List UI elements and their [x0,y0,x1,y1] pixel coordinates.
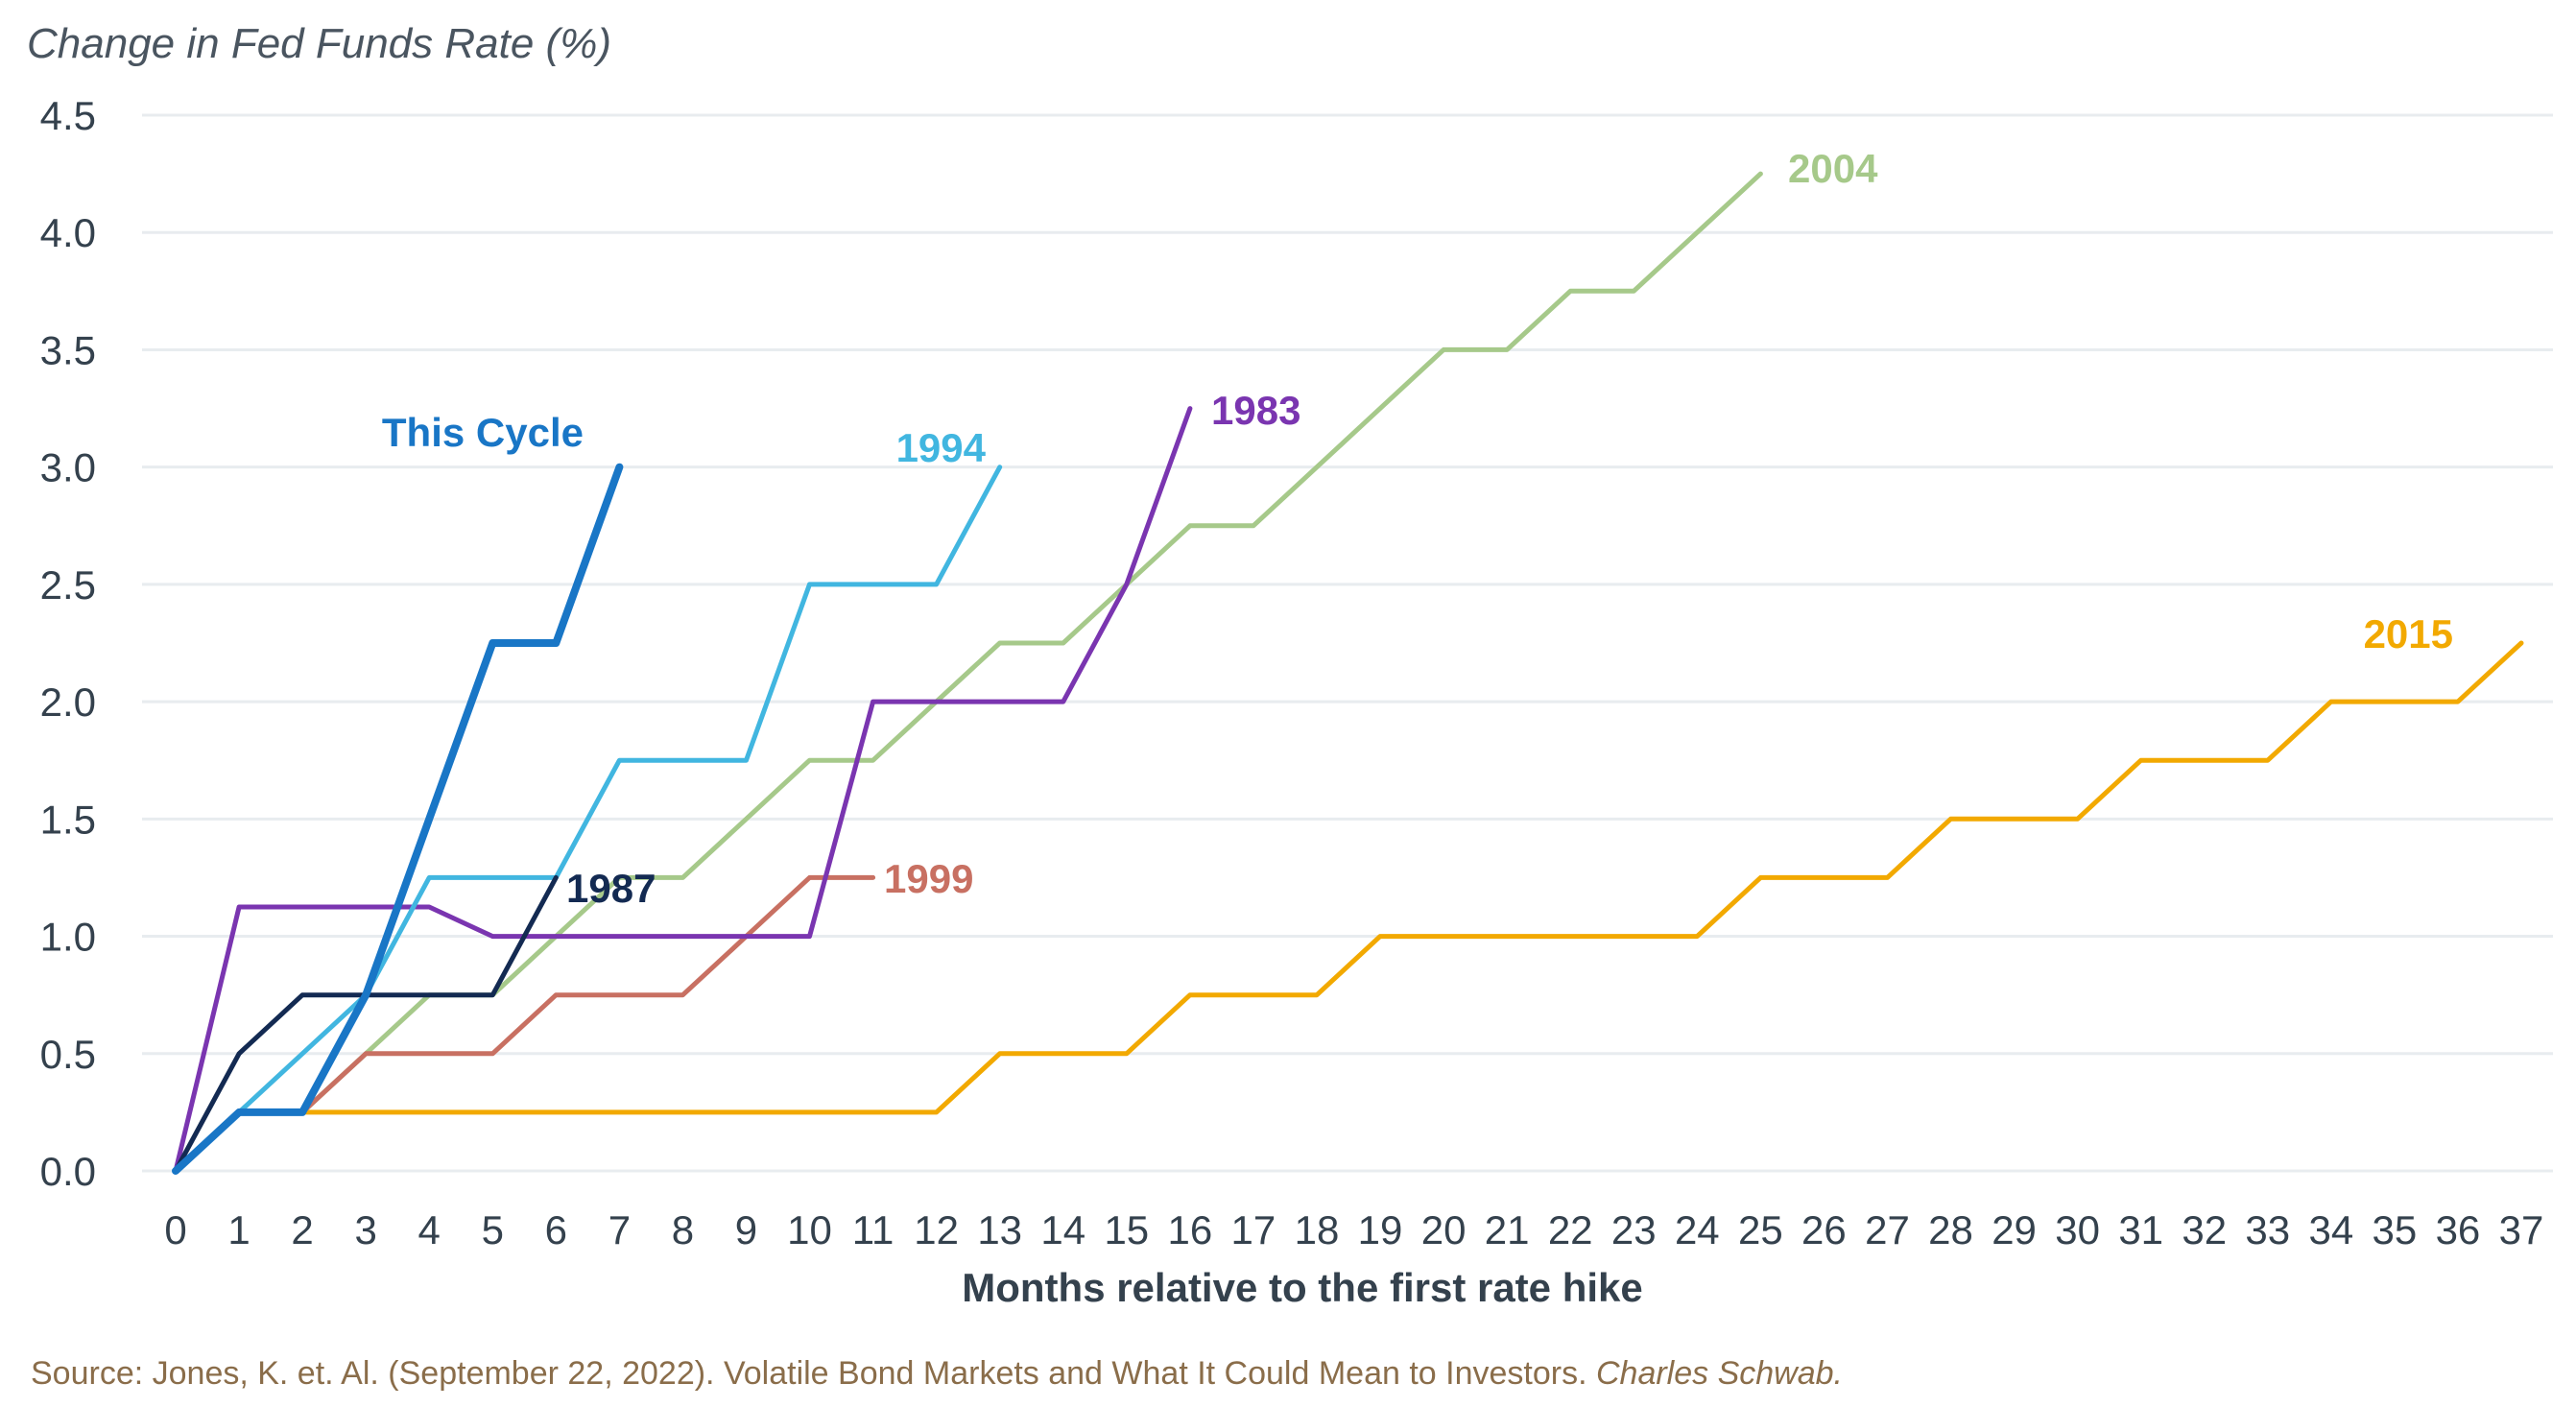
x-tick-label: 24 [1675,1207,1720,1252]
x-tick-label: 22 [1548,1207,1593,1252]
x-axis-ticks: 0 1 2 3 4 5 6 7 8 9 10 11 12 13 14 15 16 17 18 19 20 21 22 23 24… [164,1207,2543,1252]
source-text: Source: Jones, K. et. Al. (September 22,… [31,1355,1596,1392]
x-tick-label: 28 [1928,1207,1973,1252]
series-label-1994: 1994 [896,425,987,470]
x-tick-label: 30 [2055,1207,2100,1252]
source-publisher: Charles Schwab. [1595,1355,1843,1392]
series-line-1987 [173,874,559,1174]
series-label-1999: 1999 [884,856,973,901]
x-tick-label: 32 [2182,1207,2227,1252]
x-tick-label: 0 [164,1207,186,1252]
y-tick-label: 4.5 [40,93,96,138]
x-tick-label: 16 [1168,1207,1213,1252]
x-tick-label: 7 [608,1207,631,1252]
series-line-1983 [173,406,1193,1174]
source-note: Source: Jones, K. et. Al. (September 22,… [31,1355,1843,1393]
y-tick-label: 1.0 [40,915,96,960]
x-tick-label: 14 [1040,1207,1085,1252]
x-tick-label: 26 [1801,1207,1847,1252]
y-axis-ticks: 0.0 0.5 1.0 1.5 2.0 2.5 3.0 3.5 4.0 4.5 [40,93,96,1194]
x-tick-label: 27 [1865,1207,1910,1252]
x-tick-label: 21 [1485,1207,1530,1252]
y-tick-label: 3.5 [40,327,96,372]
y-tick-label: 4.0 [40,210,96,255]
series-label-1987: 1987 [566,866,656,911]
series-line-1999 [173,874,876,1174]
x-tick-label: 19 [1358,1207,1403,1252]
x-tick-label: 31 [2118,1207,2163,1252]
x-tick-label: 29 [1992,1207,2037,1252]
x-tick-label: 23 [1611,1207,1657,1252]
series-labels: 2015 2004 1999 1983 1994 1987 This Cycle [382,146,2453,911]
y-tick-label: 1.5 [40,797,96,842]
x-tick-label: 9 [735,1207,757,1252]
x-tick-label: 3 [354,1207,376,1252]
x-tick-label: 17 [1231,1207,1276,1252]
x-tick-label: 5 [482,1207,504,1252]
x-tick-label: 34 [2308,1207,2353,1252]
y-tick-label: 2.0 [40,680,96,725]
x-tick-label: 33 [2245,1207,2290,1252]
x-tick-label: 13 [977,1207,1022,1252]
x-tick-label: 2 [291,1207,313,1252]
series-line-2015 [173,640,2524,1174]
series-line-this-cycle [172,463,624,1175]
x-tick-label: 1 [227,1207,250,1252]
y-axis-label: Change in Fed Funds Rate (%) [27,20,611,67]
series-lines [172,171,2524,1175]
x-tick-label: 4 [418,1207,441,1252]
x-tick-label: 37 [2499,1207,2544,1252]
x-tick-label: 36 [2436,1207,2481,1252]
y-tick-label: 0.5 [40,1032,96,1077]
y-tick-label: 2.5 [40,562,96,608]
x-tick-label: 6 [545,1207,567,1252]
x-tick-label: 12 [914,1207,959,1252]
x-tick-label: 35 [2373,1207,2418,1252]
x-axis-label: Months relative to the first rate hike [962,1265,1643,1310]
x-tick-label: 25 [1738,1207,1783,1252]
series-line-1994 [173,465,1003,1174]
series-label-2004: 2004 [1788,146,1878,191]
x-tick-label: 11 [852,1207,894,1252]
x-tick-label: 8 [672,1207,694,1252]
series-label-2015: 2015 [2364,611,2453,656]
x-tick-label: 10 [787,1207,832,1252]
y-tick-label: 0.0 [40,1149,96,1194]
series-label-this-cycle: This Cycle [382,410,584,455]
x-tick-label: 20 [1421,1207,1467,1252]
series-line-2004 [173,171,1763,1174]
y-tick-label: 3.0 [40,445,96,490]
series-label-1983: 1983 [1211,388,1300,433]
x-tick-label: 18 [1295,1207,1340,1252]
x-tick-label: 15 [1104,1207,1149,1252]
